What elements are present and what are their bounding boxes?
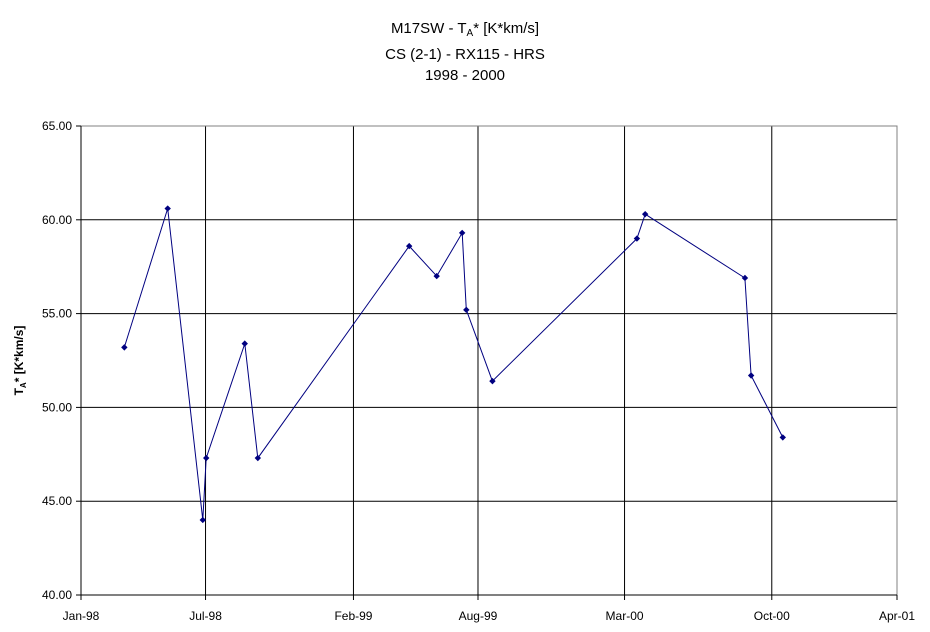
chart-title: M17SW - TA* [K*km/s] <box>390 20 540 39</box>
x-tick-label: Oct-00 <box>754 609 790 623</box>
plot-area-frame <box>80 125 898 596</box>
y-tick-label: 65.00 <box>42 119 72 133</box>
y-tick-label: 50.00 <box>42 400 72 414</box>
data-point <box>199 516 206 524</box>
y-axis: 40.00 45.00 50.00 55.00 60.00 65.00 <box>42 119 82 602</box>
chart-titles: M17SW - TA* [K*km/s] CS (2-1) - RX115 - … <box>0 18 930 86</box>
x-tick-label: Aug-99 <box>459 609 498 623</box>
data-point <box>489 377 496 385</box>
x-tick-label: Mar-00 <box>606 609 644 623</box>
x-tick-label: Jul-98 <box>189 609 222 623</box>
series-line <box>123 208 784 521</box>
y-tick-label: 40.00 <box>42 588 72 602</box>
gridlines <box>80 125 898 596</box>
data-point <box>458 229 466 237</box>
y-tick-label: 60.00 <box>42 213 72 227</box>
x-tick-label: Jan-98 <box>63 609 100 623</box>
data-point <box>203 454 210 462</box>
y-tick-label: 45.00 <box>42 494 72 508</box>
data-point <box>121 344 128 351</box>
data-point <box>241 340 248 347</box>
series-markers <box>121 205 786 524</box>
data-point <box>164 205 171 212</box>
data-point <box>463 306 470 314</box>
x-tick-label: Apr-01 <box>879 609 915 623</box>
data-point <box>405 242 413 250</box>
chart-subtitle-line3: 1998 - 2000 <box>424 67 506 84</box>
data-point <box>741 274 749 282</box>
data-point <box>779 434 786 441</box>
data-point <box>433 272 440 280</box>
data-point <box>641 210 649 218</box>
x-axis: Jan-98 Jul-98 Feb-99 Aug-99 Mar-00 Oct-00 Apr-… <box>63 594 915 623</box>
y-tick-label: 55.00 <box>42 307 72 321</box>
data-point <box>254 454 262 462</box>
data-point <box>747 372 755 379</box>
data-point <box>633 235 641 242</box>
x-tick-label: Feb-99 <box>334 609 372 623</box>
chart-subtitle-line2: CS (2-1) - RX115 - HRS <box>385 46 545 63</box>
y-axis-label: TA* [K*km/s] <box>12 326 28 396</box>
